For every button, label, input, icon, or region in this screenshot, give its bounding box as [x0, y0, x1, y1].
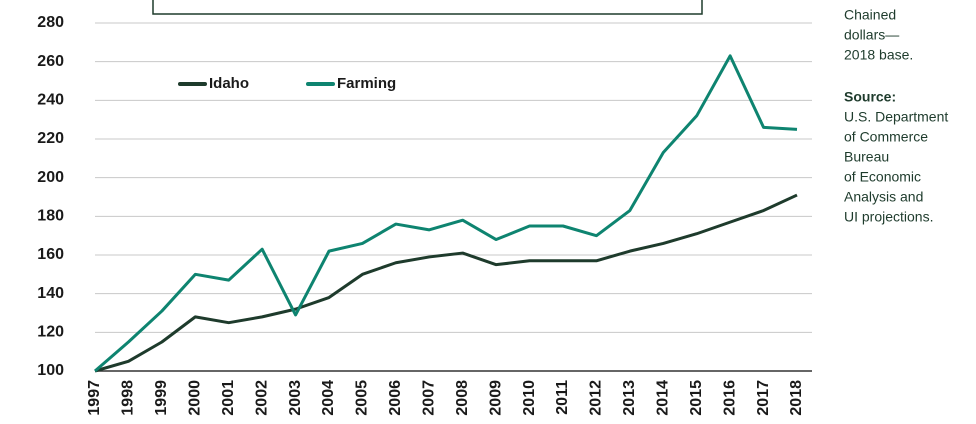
- x-tick-label: 2000: [187, 380, 204, 416]
- x-tick-label: 2011: [554, 380, 571, 415]
- x-tick-label: 2017: [755, 380, 772, 416]
- legend-label: Idaho: [209, 75, 249, 92]
- x-tick-label: 2007: [421, 380, 438, 416]
- x-tick-label: 2015: [688, 380, 705, 416]
- header-box: [152, 0, 703, 15]
- source-line: U.S. Department: [844, 109, 948, 125]
- x-tick-label: 2009: [487, 380, 504, 416]
- y-tick-label: 140: [37, 285, 64, 302]
- x-tick-label: 2010: [521, 380, 538, 416]
- source-line: Bureau: [844, 149, 889, 165]
- x-tick-label: 2003: [287, 380, 304, 416]
- x-tick-label: 2018: [788, 380, 805, 416]
- x-tick-label: 1999: [153, 380, 170, 416]
- note-line: 2018 base.: [844, 47, 913, 63]
- x-tick-label: 1997: [86, 380, 103, 416]
- y-tick-label: 100: [37, 362, 64, 379]
- y-tick-label: 160: [37, 246, 64, 263]
- x-tick-label: 2013: [621, 380, 638, 416]
- y-tick-label: 120: [37, 324, 64, 341]
- note-line: Chained: [844, 7, 896, 23]
- x-tick-label: 2012: [588, 380, 605, 416]
- x-tick-label: 2006: [387, 380, 404, 416]
- x-tick-label: 2014: [655, 380, 672, 416]
- source-line: of Economic: [844, 169, 921, 185]
- y-tick-label: 200: [37, 169, 64, 186]
- x-tick-label: 2004: [320, 380, 337, 416]
- x-tick-label: 2001: [220, 380, 237, 416]
- note-line: dollars—: [844, 27, 899, 43]
- source-line: of Commerce: [844, 129, 928, 145]
- line-series: [94, 54, 798, 373]
- y-tick-label: 220: [37, 130, 64, 147]
- line-series: [94, 193, 798, 373]
- source-title: Source:: [844, 89, 896, 105]
- y-tick-label: 240: [37, 92, 64, 109]
- x-tick-label: 2008: [454, 380, 471, 416]
- source-line: UI projections.: [844, 209, 933, 225]
- x-tick-label: 2002: [253, 380, 270, 416]
- legend-label: Farming: [337, 75, 396, 92]
- x-tick-label: 2016: [721, 380, 738, 416]
- y-tick-label: 280: [37, 14, 64, 31]
- source-line: Analysis and: [844, 189, 923, 205]
- y-tick-label: 260: [37, 53, 64, 70]
- x-tick-label: 2005: [354, 380, 371, 416]
- x-tick-label: 1998: [120, 380, 137, 416]
- y-tick-label: 180: [37, 208, 64, 225]
